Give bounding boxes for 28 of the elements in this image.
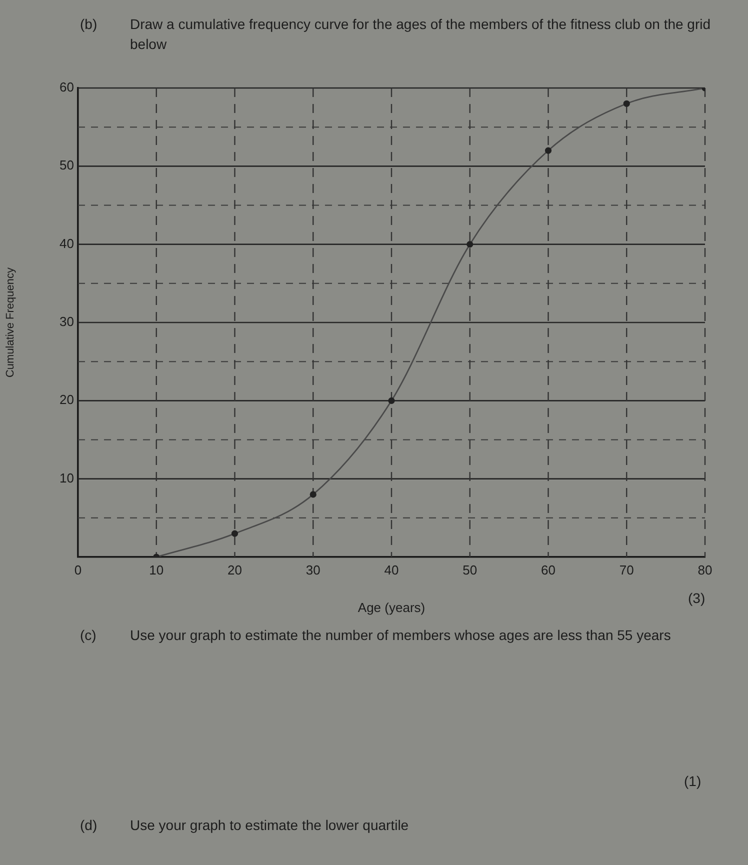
y-tick-label: 60: [60, 80, 74, 95]
x-tick-label: 20: [228, 562, 242, 578]
point: [310, 491, 316, 498]
point: [388, 397, 395, 404]
x-tick-label: 40: [384, 562, 399, 578]
x-axis-title: Age (years): [358, 600, 426, 615]
y-tick-label: 30: [60, 314, 74, 330]
y-tick-label: 10: [60, 470, 74, 486]
point: [231, 530, 238, 537]
point: [466, 241, 474, 248]
text: (3): [688, 589, 706, 608]
y-tick-label: 40: [60, 236, 74, 251]
x-tick-label: 50: [462, 562, 478, 578]
x-tick-label: 30: [306, 562, 320, 578]
text: (1): [684, 772, 702, 791]
x-tick-label: 70: [619, 562, 634, 578]
y-axis-title: Cumulative Frequency: [4, 266, 17, 378]
y-tick-label: 20: [60, 392, 74, 408]
x-tick-label: 60: [541, 562, 556, 578]
x-tick-label: 80: [698, 562, 712, 578]
point: [623, 100, 630, 107]
text: (c) Use your graph to estimate the number of members whose ages are less than 55 years: [80, 627, 671, 643]
point: [544, 147, 552, 154]
chart-title: (b) Draw a cumulative frequency curve for the ages of the members of the fitness club on the grid below: [80, 16, 711, 52]
x-tick-label: 10: [149, 562, 164, 578]
x-tick-label: 0: [74, 562, 82, 578]
y-tick-label: 50: [60, 158, 74, 173]
text: (d) Use your graph to estimate the lower quartile: [80, 817, 409, 833]
